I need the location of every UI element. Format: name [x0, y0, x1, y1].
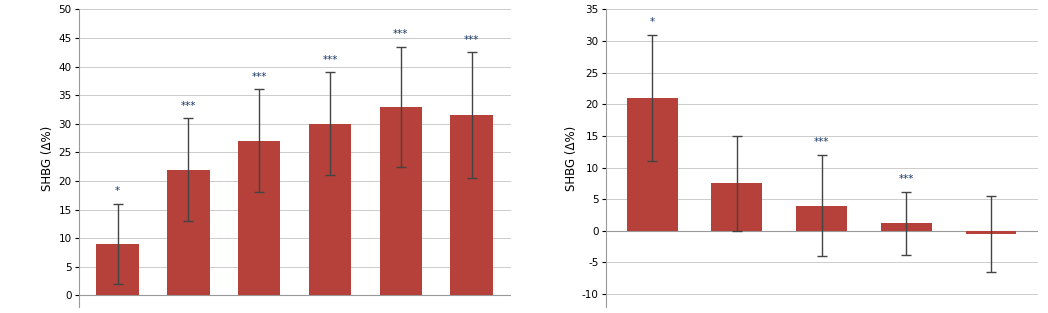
Bar	[167, 170, 210, 295]
Bar	[309, 124, 351, 295]
Text: ***: ***	[464, 35, 479, 45]
Bar	[627, 98, 678, 231]
Y-axis label: SHBG (Δ%): SHBG (Δ%)	[41, 126, 54, 191]
Bar	[238, 141, 281, 295]
Bar	[451, 115, 493, 295]
Text: *: *	[115, 186, 121, 196]
Text: ***: ***	[814, 137, 829, 147]
Text: *: *	[650, 17, 655, 27]
Text: ***: ***	[323, 55, 337, 65]
Bar	[96, 244, 138, 295]
Y-axis label: SHBG (Δ%): SHBG (Δ%)	[565, 126, 577, 191]
Text: ***: ***	[180, 100, 196, 110]
Bar	[880, 223, 932, 231]
Text: ***: ***	[393, 29, 409, 39]
Bar	[712, 183, 762, 231]
Bar	[379, 107, 422, 295]
Text: ***: ***	[252, 72, 267, 82]
Text: ***: ***	[898, 174, 914, 184]
Bar	[796, 206, 847, 231]
Bar	[965, 231, 1017, 234]
